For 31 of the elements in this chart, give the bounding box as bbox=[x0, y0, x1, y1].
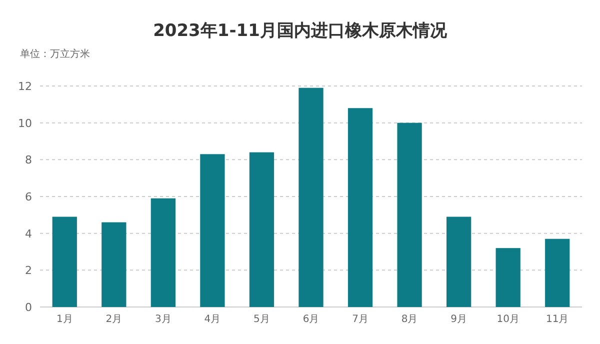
bar bbox=[200, 154, 225, 307]
bar bbox=[348, 108, 373, 307]
y-tick-label: 6 bbox=[25, 190, 32, 204]
bar bbox=[298, 88, 324, 307]
y-tick-label: 10 bbox=[18, 116, 32, 130]
x-tick-label: 11月 bbox=[546, 314, 569, 325]
y-tick-label: 12 bbox=[18, 80, 32, 93]
y-tick-label: 8 bbox=[25, 154, 32, 167]
x-tick-label: 2月 bbox=[106, 314, 122, 325]
x-tick-label: 9月 bbox=[450, 314, 468, 325]
bar bbox=[249, 152, 274, 307]
x-tick-label: 5月 bbox=[254, 314, 270, 325]
x-tick-label: 7月 bbox=[352, 314, 368, 325]
y-tick-label: 4 bbox=[25, 227, 32, 240]
x-tick-label: 6月 bbox=[302, 314, 320, 325]
bar bbox=[102, 222, 126, 307]
bar bbox=[52, 216, 77, 307]
bar bbox=[496, 248, 520, 307]
bar bbox=[150, 198, 176, 307]
bar bbox=[545, 238, 570, 307]
x-tick-label: 4月 bbox=[204, 314, 221, 325]
y-tick-label: 2 bbox=[25, 264, 32, 278]
y-tick-label: 0 bbox=[25, 301, 32, 314]
bar bbox=[446, 216, 472, 307]
x-tick-label: 8月 bbox=[401, 314, 418, 325]
x-tick-label: 3月 bbox=[154, 314, 172, 325]
x-tick-label: 10月 bbox=[496, 314, 520, 325]
chart-title: 2023年1-11月国内进口橡木原木情况 bbox=[153, 21, 448, 41]
y-axis-title: 单位：万立方米 bbox=[20, 48, 90, 60]
bar bbox=[397, 122, 422, 307]
x-tick-label: 1月 bbox=[56, 314, 73, 325]
